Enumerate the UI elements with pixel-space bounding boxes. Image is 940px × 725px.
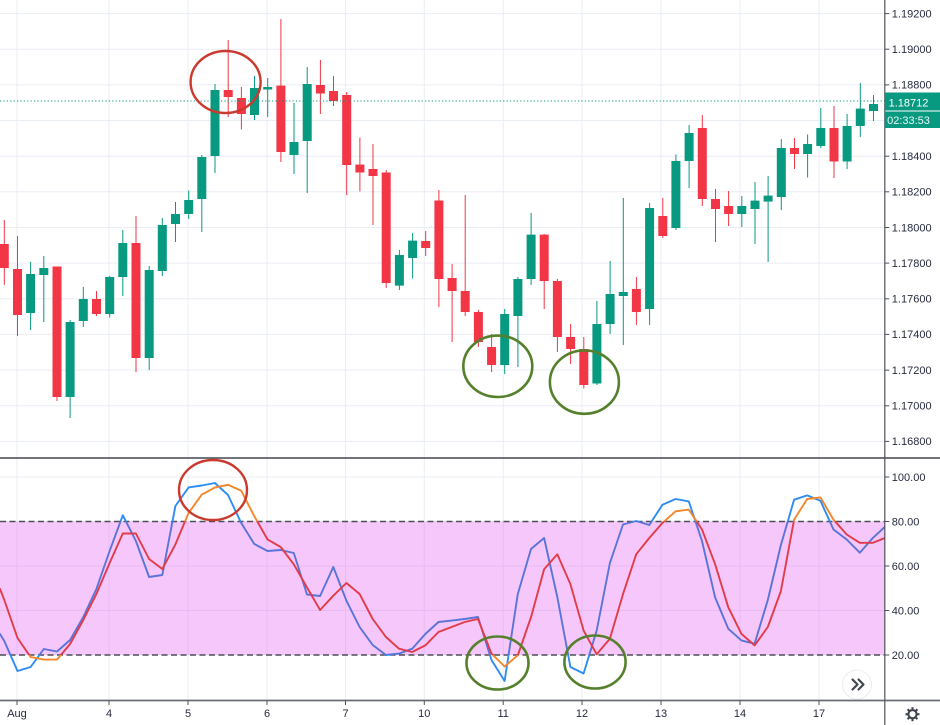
- svg-text:1.18712: 1.18712: [889, 98, 929, 110]
- svg-text:Aug: Aug: [7, 708, 27, 720]
- svg-text:1.19200: 1.19200: [892, 8, 932, 20]
- svg-text:80.00: 80.00: [892, 516, 920, 528]
- svg-text:1.19000: 1.19000: [892, 44, 932, 56]
- svg-text:13: 13: [655, 708, 667, 720]
- svg-text:1.18000: 1.18000: [892, 222, 932, 234]
- svg-text:1.17000: 1.17000: [892, 401, 932, 413]
- svg-text:17: 17: [813, 708, 825, 720]
- svg-text:60.00: 60.00: [892, 561, 920, 573]
- svg-text:10: 10: [418, 708, 430, 720]
- svg-text:5: 5: [185, 708, 191, 720]
- svg-text:02:33:53: 02:33:53: [887, 115, 930, 127]
- svg-text:1.18400: 1.18400: [892, 151, 932, 163]
- svg-text:40.00: 40.00: [892, 605, 920, 617]
- svg-text:6: 6: [264, 708, 270, 720]
- svg-text:12: 12: [576, 708, 588, 720]
- svg-text:14: 14: [734, 708, 746, 720]
- svg-text:1.17600: 1.17600: [892, 294, 932, 306]
- svg-text:1.17200: 1.17200: [892, 365, 932, 377]
- svg-text:1.17800: 1.17800: [892, 258, 932, 270]
- svg-text:11: 11: [497, 708, 508, 720]
- svg-text:1.17400: 1.17400: [892, 329, 932, 341]
- svg-text:7: 7: [342, 708, 348, 720]
- svg-text:20.00: 20.00: [892, 650, 920, 662]
- svg-text:1.18200: 1.18200: [892, 187, 932, 199]
- svg-text:1.18800: 1.18800: [892, 80, 932, 92]
- svg-text:1.16800: 1.16800: [892, 436, 932, 448]
- svg-text:4: 4: [106, 708, 112, 720]
- svg-text:100.00: 100.00: [892, 472, 926, 484]
